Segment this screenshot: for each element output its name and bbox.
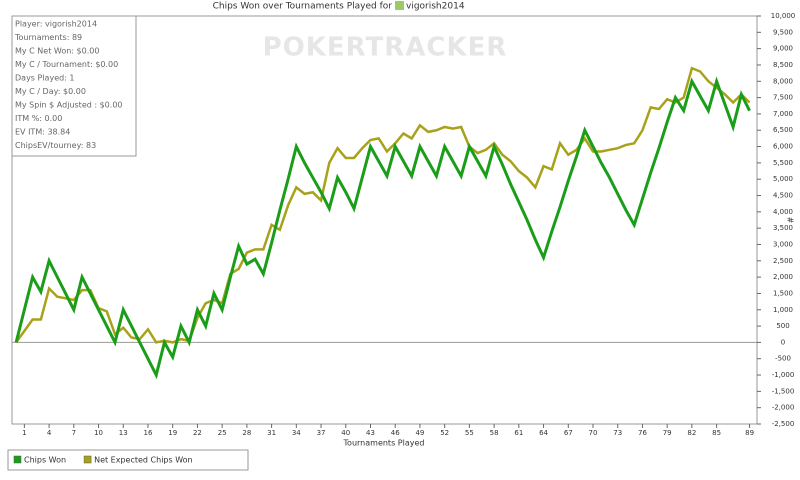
x-tick-label: 67 <box>564 429 573 437</box>
x-tick-label: 76 <box>638 429 647 437</box>
x-tick-label: 70 <box>589 429 598 437</box>
x-axis-title: Tournaments Played <box>343 439 425 448</box>
stats-box <box>11 15 137 157</box>
x-tick-label: 58 <box>490 429 499 437</box>
y-tick-label: 3,000 <box>773 240 793 248</box>
chart-title: Chips Won over Tournaments Played for <box>213 2 393 12</box>
x-tick-label: 37 <box>317 429 326 437</box>
x-tick-label: 31 <box>267 429 276 437</box>
series-line <box>14 76 751 380</box>
watermark: POKERTRACKER <box>263 33 508 63</box>
y-tick-label: -500 <box>775 355 791 363</box>
x-tick-label: 7 <box>72 429 76 437</box>
y-tick-label: -2,500 <box>772 420 795 428</box>
y-axis-title: # <box>786 217 795 224</box>
x-tick-label: 73 <box>613 429 622 437</box>
y-tick-label: 0 <box>781 338 785 346</box>
y-tick-label: 7,000 <box>773 110 793 118</box>
player-name: vigorish2014 <box>406 2 465 12</box>
y-tick-label: 5,500 <box>773 159 793 167</box>
y-tick-label: 3,500 <box>773 224 793 232</box>
x-tick-label: 28 <box>242 429 251 437</box>
x-tick-label: 43 <box>366 429 375 437</box>
stats-line: Days Played: 1 <box>15 74 75 83</box>
x-tick-label: 10 <box>94 429 103 437</box>
legend-swatch <box>13 455 22 464</box>
stats-line: My C Net Won: $0.00 <box>15 47 99 56</box>
y-tick-label: 8,000 <box>773 77 793 85</box>
y-tick-label: 5,000 <box>773 175 793 183</box>
y-tick-label: -2,000 <box>772 404 795 412</box>
y-tick-label: 2,000 <box>773 273 793 281</box>
player-icon <box>395 1 404 10</box>
y-tick-label: 9,500 <box>773 28 793 36</box>
x-tick-label: 13 <box>119 429 128 437</box>
stats-line: My C / Day: $0.00 <box>15 87 86 96</box>
x-tick-label: 25 <box>218 429 227 437</box>
x-tick-label: 40 <box>341 429 350 437</box>
y-tick-label: 500 <box>776 322 789 330</box>
x-tick-label: 55 <box>465 429 474 437</box>
y-tick-label: 9,000 <box>773 45 793 53</box>
stats-line: My C / Tournament: $0.00 <box>15 60 118 69</box>
x-tick-label: 1 <box>22 429 26 437</box>
x-tick-label: 52 <box>440 429 449 437</box>
x-tick-label: 85 <box>712 429 721 437</box>
x-tick-label: 19 <box>168 429 177 437</box>
x-tick-label: 79 <box>663 429 672 437</box>
stats-line: ITM %: 0.00 <box>15 114 62 123</box>
legend <box>7 449 249 471</box>
x-tick-label: 22 <box>193 429 202 437</box>
y-tick-label: 1,500 <box>773 289 793 297</box>
y-tick-label: 4,000 <box>773 208 793 216</box>
y-tick-label: 7,500 <box>773 94 793 102</box>
y-tick-label: -1,000 <box>772 371 795 379</box>
legend-label: Chips Won <box>24 456 66 465</box>
y-tick-label: 2,500 <box>773 257 793 265</box>
x-tick-label: 4 <box>47 429 52 437</box>
stats-line: Tournaments: 89 <box>14 33 82 42</box>
y-tick-label: 6,000 <box>773 143 793 151</box>
stats-line: EV ITM: 38.84 <box>15 128 70 137</box>
y-tick-label: 8,500 <box>773 61 793 69</box>
x-tick-label: 16 <box>144 429 153 437</box>
stats-line: My Spin $ Adjusted : $0.00 <box>15 101 123 110</box>
x-tick-label: 64 <box>539 429 548 437</box>
legend-label: Net Expected Chips Won <box>94 456 193 465</box>
x-tick-label: 49 <box>415 429 424 437</box>
x-tick-label: 34 <box>292 429 301 437</box>
x-tick-label: 61 <box>514 429 523 437</box>
stats-line: Player: vigorish2014 <box>15 20 97 29</box>
legend-swatch <box>83 455 92 464</box>
y-tick-label: 4,500 <box>773 192 793 200</box>
y-tick-label: 10,000 <box>771 12 796 20</box>
x-tick-label: 82 <box>687 429 696 437</box>
x-tick-label: 46 <box>391 429 400 437</box>
y-tick-label: 1,000 <box>773 306 793 314</box>
x-tick-label: 89 <box>745 429 754 437</box>
stats-line: ChipsEV/tourney: 83 <box>15 141 96 150</box>
y-tick-label: 6,500 <box>773 126 793 134</box>
y-tick-label: -1,500 <box>772 387 795 395</box>
